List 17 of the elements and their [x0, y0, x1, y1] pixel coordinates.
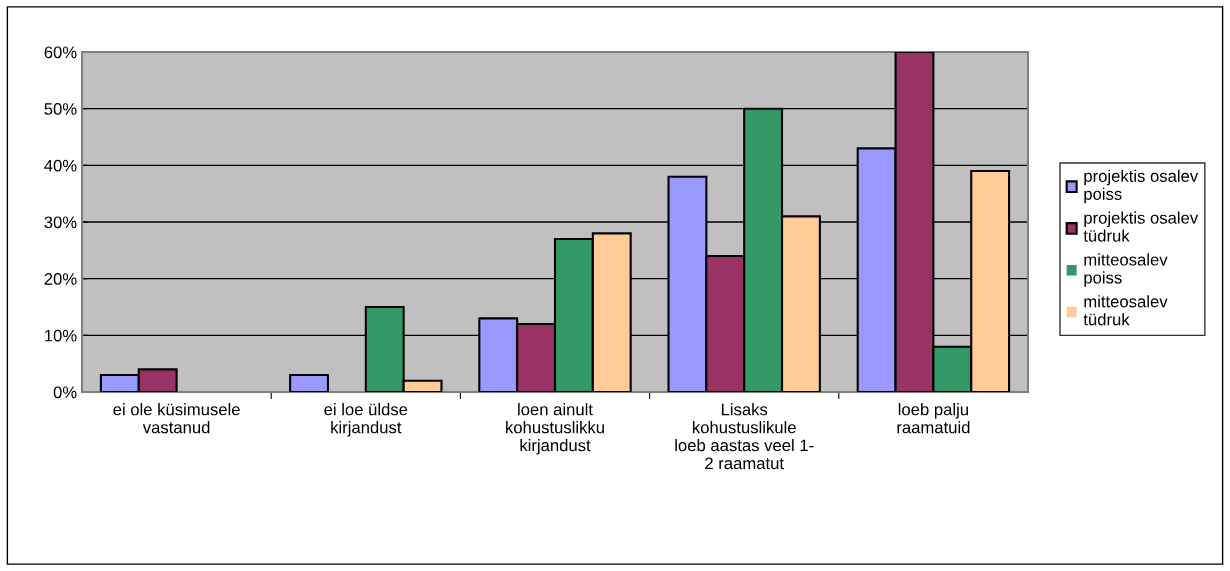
y-tick-label: 50% — [44, 103, 77, 115]
x-tick-label: loen ainult kohustuslikku kirjandust — [506, 403, 604, 455]
x-tick-label: Lisaks kohustuslikule loeb aastas veel 1- 2 raamatut — [675, 403, 814, 470]
x-tick-label: loeb palju raamatuid — [897, 403, 970, 434]
bar — [289, 373, 329, 392]
x-tick-label: ei loe üldse kirjandust — [324, 403, 408, 437]
y-tick-label: 0% — [53, 386, 77, 399]
legend-label: mitteosalev tüdruk — [1083, 295, 1168, 326]
x-tick-label: ei ole küsimusele vastanud — [113, 403, 240, 434]
legend-label: projektis osalev tüdruk — [1083, 211, 1199, 242]
legend-label: projektis osalev poiss — [1084, 169, 1199, 204]
legend-label: mitteosalev poiss — [1084, 253, 1168, 287]
y-tick-label: 40% — [44, 159, 77, 172]
y-tick-label: 20% — [44, 273, 77, 285]
y-tick-label: 10% — [45, 329, 77, 342]
y-tick-label: 60% — [44, 46, 77, 59]
y-tick-label: 30% — [44, 216, 77, 229]
